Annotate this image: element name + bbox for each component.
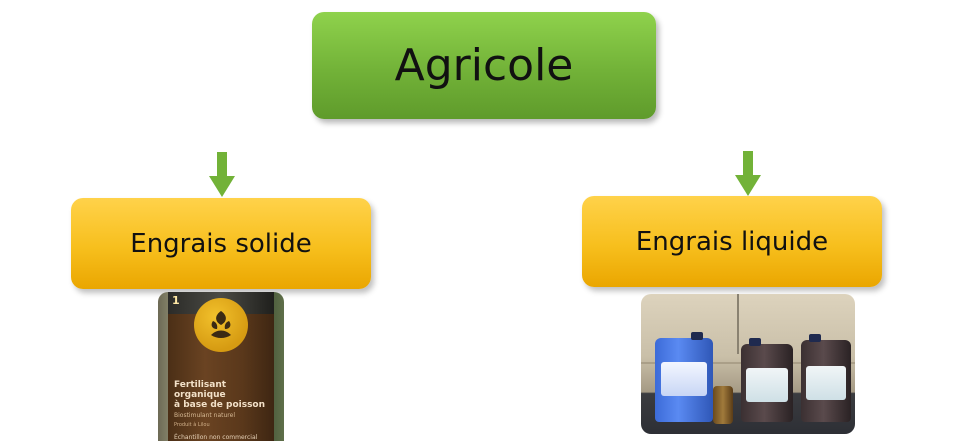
root-node-agricole: Agricole xyxy=(312,12,656,119)
label-title-line1: Fertilisant organique xyxy=(174,380,227,400)
label-subtitle: Biostimulant naturel xyxy=(174,412,235,419)
arrow-down-icon xyxy=(209,152,235,197)
dark-jerrycan-1 xyxy=(741,338,793,422)
jerrycan-cap xyxy=(749,338,761,346)
fish-leaf-logo-icon xyxy=(194,298,248,352)
jerrycan-cap xyxy=(809,334,821,342)
dark-jerrycan-2 xyxy=(801,334,851,422)
label-small: Produit à Lilou xyxy=(174,422,210,428)
root-node-label: Agricole xyxy=(394,40,574,91)
bottle-number-tag: 1 xyxy=(172,294,180,307)
leaf-icon xyxy=(211,311,231,338)
jerrycan-label xyxy=(746,368,788,402)
small-jar xyxy=(713,386,733,424)
fertilizer-bottle: 1 Fertilisant organique à base de poisso… xyxy=(168,292,274,441)
label-title-line2: à base de poisson xyxy=(174,400,266,410)
jerrycan-cap xyxy=(691,332,703,340)
jerrycan-label xyxy=(661,362,707,396)
wall-pipe xyxy=(737,294,739,354)
arrow-down-icon xyxy=(735,151,761,196)
label-bottom: Échantillon non commercial xyxy=(174,434,258,441)
child-node-label: Engrais solide xyxy=(130,228,312,259)
bottle-label: Fertilisant organique à base de poisson … xyxy=(174,380,270,428)
jerrycan-label xyxy=(806,366,846,400)
liquid-fertilizer-photo xyxy=(641,294,855,434)
child-node-label: Engrais liquide xyxy=(635,226,829,257)
child-node-engrais-solide: Engrais solide xyxy=(71,198,371,289)
blue-jerrycan xyxy=(655,332,713,422)
solid-fertilizer-photo: 1 Fertilisant organique à base de poisso… xyxy=(158,292,284,441)
child-node-engrais-liquide: Engrais liquide xyxy=(582,196,882,287)
